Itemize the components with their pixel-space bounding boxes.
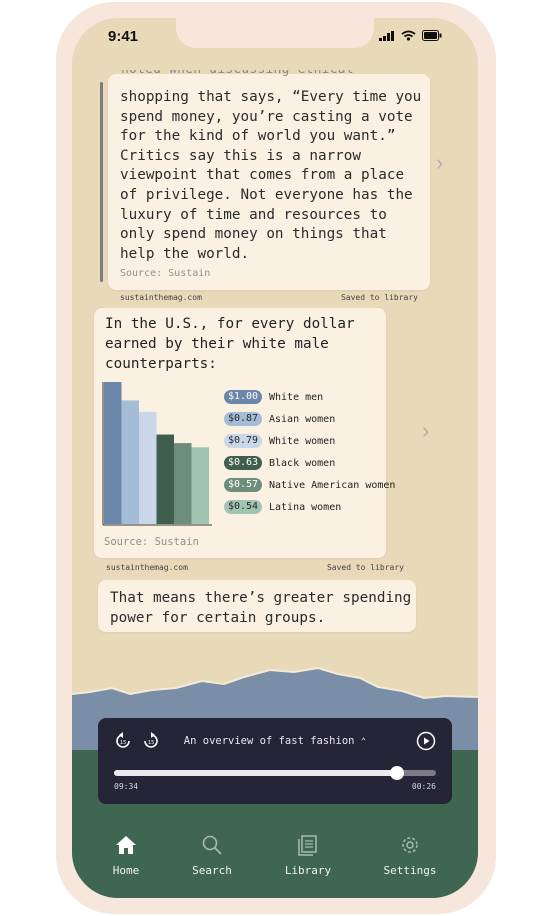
quote-source: Source: Sustain xyxy=(120,268,211,279)
bar-native-american-women xyxy=(174,443,192,524)
bar-white-men xyxy=(104,382,122,524)
legend-value-badge: $1.00 xyxy=(224,390,262,404)
quote-partial-line: noted when discussing ethical xyxy=(121,62,354,77)
play-icon[interactable] xyxy=(416,731,436,751)
legend-label: Latina women xyxy=(269,501,342,513)
tab-search-label: Search xyxy=(192,864,232,877)
gear-icon xyxy=(402,837,418,853)
chevron-right-icon[interactable]: › xyxy=(436,150,444,175)
chevron-right-icon[interactable]: › xyxy=(422,418,430,443)
tab-library-label: Library xyxy=(284,864,332,877)
audio-player[interactable]: 15 15 An overview of fast fashion ⌃ 09:3… xyxy=(98,718,452,804)
tab-library[interactable]: Library xyxy=(268,834,348,877)
episode-title[interactable]: An overview of fast fashion ⌃ xyxy=(98,735,452,747)
legend-value-badge: $0.57 xyxy=(224,478,262,492)
legend-item: $0.57 Native American women xyxy=(224,478,395,492)
chart-site[interactable]: sustainthemag.com xyxy=(106,563,188,572)
tab-settings[interactable]: Settings xyxy=(370,834,450,877)
text-card-body: That means there’s greater spending powe… xyxy=(110,590,412,626)
phone-screen: 9:41 noted when discussing ethical shopp… xyxy=(72,18,478,898)
episode-title-text: An overview of fast fashion xyxy=(183,735,355,747)
legend-label: Native American women xyxy=(269,479,396,491)
tab-settings-label: Settings xyxy=(383,864,437,877)
legend-value-badge: $0.63 xyxy=(224,456,262,470)
legend-label: White women xyxy=(269,435,336,447)
progress-fill xyxy=(114,770,398,776)
tab-search[interactable]: Search xyxy=(172,834,252,877)
legend-value-badge: $0.87 xyxy=(224,412,262,426)
bar-white-women xyxy=(139,411,157,524)
quote-site[interactable]: sustainthemag.com xyxy=(120,293,202,302)
status-time: 9:41 xyxy=(108,28,139,45)
tab-home[interactable]: Home xyxy=(86,834,166,877)
text-card[interactable] xyxy=(98,580,416,632)
quote-text: shopping that says, “Every time you spen… xyxy=(120,89,422,262)
legend-value-badge: $0.79 xyxy=(224,434,262,448)
chart-saved: Saved to library xyxy=(326,563,404,572)
bar-chart xyxy=(102,382,212,526)
chevron-up-icon: ⌃ xyxy=(360,737,367,747)
forward-15-icon[interactable]: 15 xyxy=(142,732,160,750)
bar-asian-women xyxy=(121,400,139,524)
legend-label: Asian women xyxy=(269,413,336,425)
wifi-icon xyxy=(401,30,416,41)
chart-title: In the U.S., for every dollar earned by … xyxy=(105,316,355,372)
svg-text:15: 15 xyxy=(148,740,154,746)
tab-home-label: Home xyxy=(112,864,140,877)
tab-bar: Home Search Library Settings xyxy=(72,834,478,898)
legend-item: $0.63 Black women xyxy=(224,456,335,470)
quote-meta: sustainthemag.com Saved to library xyxy=(120,293,418,302)
legend-item: $0.79 White women xyxy=(224,434,335,448)
home-icon xyxy=(116,836,136,854)
bar-latina-women xyxy=(191,447,209,524)
elapsed-time: 09:34 xyxy=(114,782,139,791)
legend-item: $0.87 Asian women xyxy=(224,412,335,426)
legend-item: $0.54 Latina women xyxy=(224,500,341,514)
remaining-time: 00:26 xyxy=(411,782,436,791)
bar-black-women xyxy=(156,434,174,524)
progress-track[interactable] xyxy=(114,766,436,780)
progress-handle[interactable] xyxy=(390,766,405,780)
quote-bar xyxy=(100,82,103,282)
library-icon xyxy=(298,835,317,856)
search-icon xyxy=(202,835,222,855)
legend-label: White men xyxy=(269,391,324,403)
chart-source: Source: Sustain xyxy=(104,536,199,548)
legend-value-badge: $0.54 xyxy=(224,500,262,514)
status-icons xyxy=(379,30,442,41)
svg-text:15: 15 xyxy=(120,740,126,746)
rewind-15-icon[interactable]: 15 xyxy=(114,732,132,750)
quote-saved: Saved to library xyxy=(340,293,418,302)
chart-meta: sustainthemag.com Saved to library xyxy=(106,563,404,572)
legend-label: Black women xyxy=(269,457,336,469)
notch xyxy=(176,18,374,48)
battery-icon xyxy=(422,30,442,41)
legend-item: $1.00 White men xyxy=(224,390,323,404)
quote-card[interactable] xyxy=(100,74,430,290)
signal-icon xyxy=(379,30,394,41)
